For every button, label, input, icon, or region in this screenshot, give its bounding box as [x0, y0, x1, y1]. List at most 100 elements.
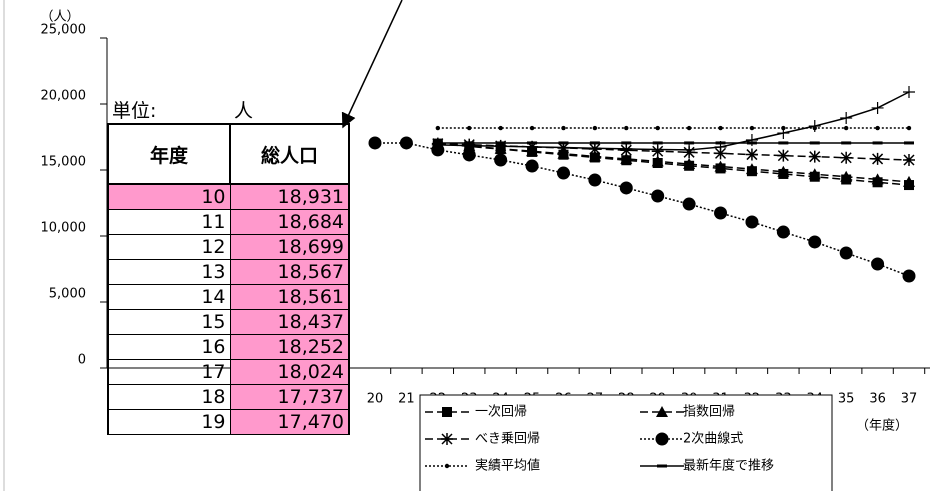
year-cell: 18 [107, 384, 231, 410]
population-cell: 18,699 [229, 234, 350, 260]
legend-label: 最新年度で推移 [683, 458, 774, 474]
data-point [467, 125, 472, 131]
data-point [840, 170, 853, 182]
data-point [463, 139, 476, 152]
table-row: 15 18,437 [107, 309, 350, 335]
data-point [526, 140, 539, 153]
population-cell: 18,252 [229, 334, 350, 360]
table-row: 11 18,684 [107, 209, 350, 235]
legend-box [419, 394, 833, 491]
table-row: 13 18,567 [107, 259, 350, 285]
legend-label: べき乗回帰 [475, 431, 540, 447]
legend-label: 指数回帰 [683, 404, 735, 420]
year-cell: 15 [107, 309, 231, 335]
data-point [902, 269, 916, 283]
table-row: 16 18,252 [107, 334, 350, 360]
series-line [375, 142, 910, 277]
data-point [749, 125, 755, 131]
data-point [588, 173, 602, 187]
table-row: 17 18,024 [107, 359, 350, 385]
population-cell: 17,470 [229, 409, 350, 435]
table-row: 14 18,561 [107, 284, 350, 310]
data-point [777, 127, 790, 140]
data-point [777, 165, 790, 177]
data-point [498, 125, 503, 131]
y-tick-label: 10,000 [41, 221, 87, 236]
x-tick-label: 20 [367, 392, 384, 407]
legend-marker [655, 432, 669, 446]
data-point [683, 158, 696, 170]
y-tick-label: 20,000 [41, 89, 87, 104]
legend-marker [441, 433, 453, 445]
series-line [437, 91, 910, 151]
series-line [437, 142, 910, 183]
data-point [435, 125, 441, 131]
data-point [906, 125, 912, 131]
data-point [840, 111, 853, 124]
data-point [592, 125, 598, 131]
data-point [557, 141, 570, 154]
x-tick-label: 35 [838, 392, 855, 407]
data-point [808, 150, 821, 163]
y-tick-label: 5,000 [49, 287, 86, 302]
year-cell: 16 [107, 334, 231, 360]
data-point [871, 257, 885, 271]
data-point [686, 125, 692, 131]
data-point [494, 140, 507, 153]
year-cell: 17 [107, 359, 231, 385]
legend-marker [444, 463, 450, 469]
data-point [871, 101, 884, 114]
year-cell: 10 [107, 183, 231, 210]
data-point [903, 153, 915, 166]
year-cell: 11 [107, 209, 231, 235]
data-point [651, 143, 664, 156]
data-point [620, 152, 633, 164]
data-point [525, 159, 539, 173]
header: 年度 [107, 123, 231, 185]
data-point [655, 125, 660, 131]
data-point [619, 181, 633, 195]
data-point [808, 120, 821, 133]
unit-label: 単位: [108, 96, 230, 125]
data-point [808, 235, 822, 249]
data-point [808, 168, 821, 180]
data-point [718, 125, 723, 131]
population-cell: 17,737 [229, 384, 350, 410]
population-cell: 18,684 [229, 209, 350, 235]
data-point [683, 143, 696, 156]
year-cell: 12 [107, 234, 231, 260]
table-row: 18 17,737 [107, 384, 350, 410]
data-point [745, 134, 758, 147]
data-point [714, 160, 727, 172]
data-point [529, 125, 535, 131]
x-tick-label: 36 [869, 392, 886, 407]
year-cell: 13 [107, 259, 231, 285]
table-row: 10 18,931 [107, 183, 350, 210]
table-row: 19 17,470 [107, 409, 350, 435]
x-tick-label: 37 [901, 392, 918, 407]
data-point [462, 148, 476, 162]
data-point [714, 147, 727, 160]
legend-marker [656, 406, 668, 417]
data-point [620, 142, 633, 155]
population-cell: 18,437 [229, 309, 350, 335]
data-point [745, 163, 758, 175]
header: 総人口 [229, 123, 350, 185]
data-point [624, 125, 629, 131]
y-tick-label: 25,000 [41, 23, 87, 38]
population-cell: 18,567 [229, 259, 350, 285]
legend-label: 一次回帰 [475, 404, 527, 420]
data-point [903, 85, 915, 98]
x-tick-label: 21 [398, 392, 415, 407]
data-point [561, 125, 566, 131]
data-point [843, 125, 849, 131]
data-point [494, 153, 508, 167]
data-point [875, 125, 880, 131]
population-cell: 18,024 [229, 359, 350, 385]
data-point [839, 246, 853, 260]
data-point [556, 166, 570, 180]
data-point [714, 141, 727, 154]
data-point [651, 155, 664, 167]
year-cell: 14 [107, 284, 231, 310]
